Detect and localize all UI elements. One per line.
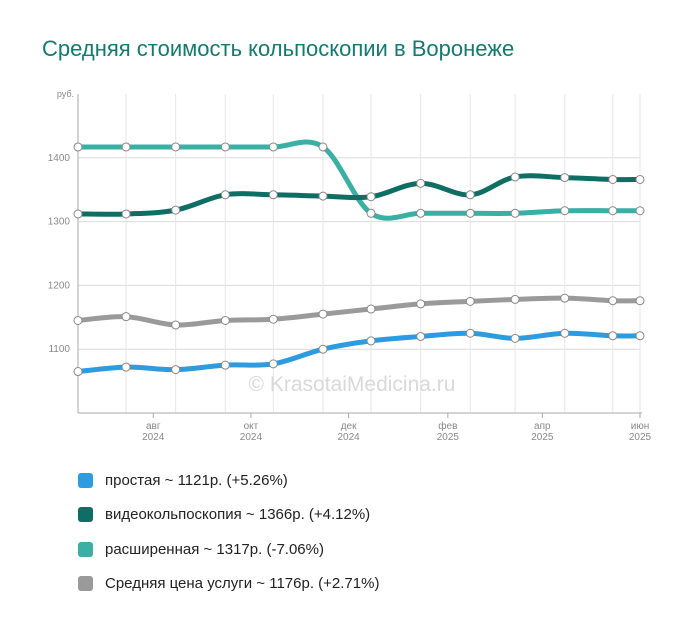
- y-tick-label: 1200: [48, 280, 71, 291]
- data-point: [121, 362, 131, 372]
- legend-swatch: [78, 507, 93, 523]
- series-line: [75, 330, 643, 375]
- legend-item-extended[interactable]: расширенная ~ 1317р. (-7.06%): [78, 532, 379, 567]
- data-point: [465, 190, 475, 200]
- data-point: [560, 328, 570, 338]
- data-point: [268, 190, 278, 200]
- x-tick-year: 2025: [629, 432, 652, 443]
- data-point: [510, 294, 520, 304]
- legend-item-simple[interactable]: простая ~ 1121р. (+5.26%): [78, 463, 379, 498]
- legend-label: видеокольпоскопия ~ 1366р. (+4.12%): [105, 506, 371, 524]
- data-point: [318, 142, 328, 152]
- data-point: [635, 206, 645, 216]
- data-point: [268, 142, 278, 152]
- x-tick-month: апр: [534, 421, 551, 432]
- data-point: [171, 320, 181, 330]
- data-point: [73, 315, 83, 325]
- x-tick-month: июн: [631, 421, 650, 432]
- data-point: [416, 208, 426, 218]
- data-point: [121, 312, 131, 322]
- x-tick-month: авг: [146, 421, 161, 432]
- x-tick-year: 2025: [531, 432, 554, 443]
- data-point: [220, 315, 230, 325]
- data-point: [560, 293, 570, 303]
- data-point: [73, 367, 83, 377]
- data-point: [608, 206, 618, 216]
- y-tick-label: 1100: [48, 344, 70, 355]
- data-point: [416, 331, 426, 341]
- data-point: [366, 304, 376, 314]
- data-point: [560, 173, 570, 183]
- data-point: [171, 365, 181, 375]
- x-tick-month: окт: [244, 421, 259, 432]
- data-point: [318, 191, 328, 201]
- data-point: [171, 142, 181, 152]
- legend-item-video[interactable]: видеокольпоскопия ~ 1366р. (+4.12%): [78, 498, 379, 533]
- data-point: [121, 209, 131, 219]
- legend-item-average[interactable]: Средняя цена услуги ~ 1176р. (+2.71%): [78, 567, 379, 602]
- chart-legend: простая ~ 1121р. (+5.26%) видеокольпоско…: [78, 463, 379, 601]
- y-axis-unit: руб.: [57, 89, 74, 99]
- legend-swatch: [78, 576, 93, 592]
- price-line-chart: 1100120013001400руб.авг2024окт2024дек202…: [48, 89, 652, 443]
- data-point: [220, 360, 230, 370]
- legend-label: простая ~ 1121р. (+5.26%): [105, 471, 288, 489]
- series-line: [75, 173, 643, 217]
- data-point: [635, 296, 645, 306]
- data-point: [608, 296, 618, 306]
- data-point: [366, 192, 376, 202]
- data-point: [366, 208, 376, 218]
- data-point: [366, 336, 376, 346]
- x-tick-year: 2024: [142, 432, 165, 443]
- legend-label: расширенная ~ 1317р. (-7.06%): [105, 540, 324, 558]
- data-point: [220, 190, 230, 200]
- y-tick-label: 1400: [48, 153, 71, 164]
- x-tick-year: 2025: [437, 432, 460, 443]
- data-point: [465, 208, 475, 218]
- data-point: [268, 359, 278, 369]
- data-point: [510, 333, 520, 343]
- y-tick-label: 1300: [48, 217, 71, 228]
- x-tick-month: дек: [341, 421, 357, 432]
- series-line: [75, 139, 643, 221]
- data-point: [416, 178, 426, 188]
- data-point: [560, 206, 570, 216]
- data-point: [608, 174, 618, 184]
- data-point: [318, 309, 328, 319]
- data-point: [635, 331, 645, 341]
- data-point: [73, 142, 83, 152]
- data-point: [73, 209, 83, 219]
- data-point: [171, 205, 181, 215]
- data-point: [510, 208, 520, 218]
- data-point: [465, 296, 475, 306]
- data-point: [510, 172, 520, 182]
- data-point: [220, 142, 230, 152]
- data-point: [121, 142, 131, 152]
- data-point: [268, 314, 278, 324]
- legend-swatch: [78, 541, 93, 557]
- legend-label: Средняя цена услуги ~ 1176р. (+2.71%): [105, 575, 380, 593]
- legend-swatch: [78, 472, 93, 488]
- watermark-text: © KrasotaiMedicina.ru: [249, 373, 456, 396]
- data-point: [416, 299, 426, 309]
- data-point: [608, 331, 618, 341]
- series-line: [75, 295, 643, 328]
- data-point: [318, 344, 328, 354]
- data-point: [635, 174, 645, 184]
- x-tick-year: 2024: [337, 432, 360, 443]
- chart-title: Средняя стоимость кольпоскопии в Воронеж…: [42, 36, 515, 61]
- x-tick-month: фев: [438, 420, 457, 432]
- x-tick-year: 2024: [240, 432, 263, 443]
- data-point: [465, 328, 475, 338]
